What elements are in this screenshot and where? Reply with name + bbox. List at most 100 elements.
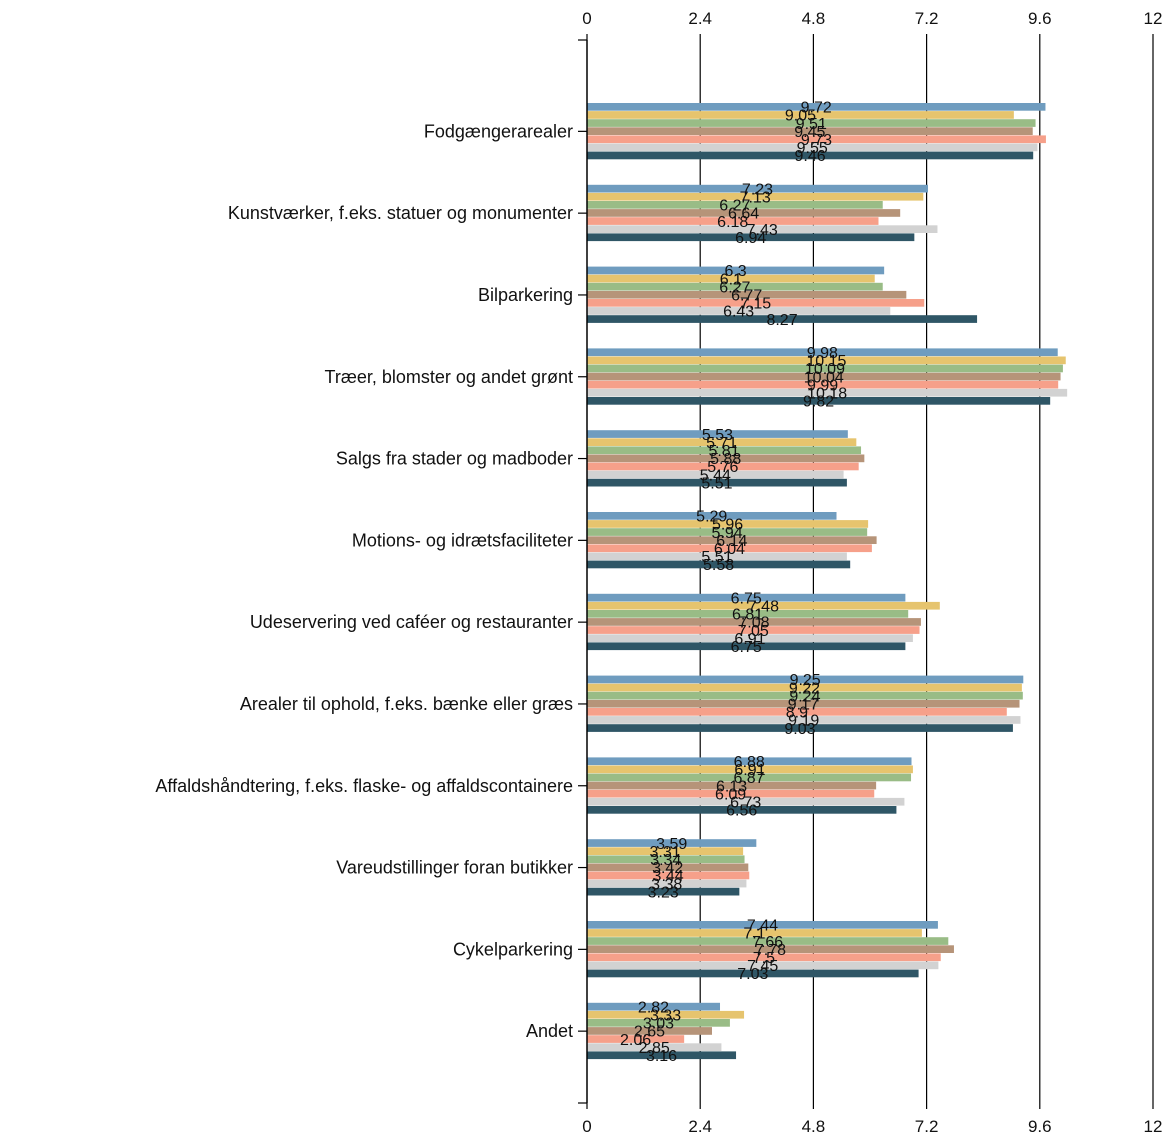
bar [587, 225, 938, 233]
bar [587, 593, 906, 602]
bar [587, 642, 906, 651]
data-label: 3.59 [656, 836, 687, 853]
category-label: Bilparkering [478, 285, 573, 305]
bar [587, 560, 851, 569]
bar [587, 953, 941, 962]
data-label: 10.09 [805, 361, 845, 378]
bar [587, 1010, 745, 1019]
bar [587, 380, 1059, 389]
data-label: 6.09 [715, 786, 746, 803]
bar [587, 266, 885, 275]
data-label: 7.45 [747, 958, 778, 975]
data-label: 7.15 [740, 296, 771, 313]
bar [587, 863, 749, 872]
bar [587, 315, 978, 323]
bar [587, 143, 1038, 152]
x-tick-label-top: 2.4 [688, 9, 712, 28]
data-label: 3.38 [651, 876, 682, 893]
bars [587, 103, 1068, 1060]
bar [587, 307, 891, 315]
bar [587, 708, 1007, 716]
bar [587, 757, 912, 766]
data-label: 6.04 [714, 541, 745, 558]
data-label: 5.71 [706, 435, 737, 452]
data-label: 3.31 [649, 844, 680, 861]
bar [587, 299, 925, 307]
data-label: 6.75 [731, 639, 762, 656]
bar [587, 282, 883, 291]
x-tick-label-bottom: 4.8 [802, 1117, 826, 1136]
x-tick-label-bottom: 9.6 [1028, 1117, 1052, 1136]
category-label: Salgs fra stader og madboder [336, 449, 573, 469]
data-labels: 9.729.059.519.459.739.559.467.237.136.27… [620, 100, 847, 1065]
bar [587, 773, 912, 782]
bar [587, 397, 1051, 405]
x-tick-label-top: 0 [582, 9, 591, 28]
x-tick-label-bottom: 7.2 [915, 1117, 939, 1136]
data-label: 7.78 [755, 942, 786, 959]
data-label: 6.3 [724, 263, 746, 280]
bar [587, 151, 1034, 160]
bar [587, 103, 1046, 111]
x-tick-label-top: 4.8 [802, 9, 826, 28]
bar [587, 1027, 712, 1035]
data-label: 7.13 [740, 189, 771, 206]
bar [587, 438, 857, 446]
data-label: 9.98 [807, 345, 838, 362]
bar [587, 675, 1024, 684]
bar [587, 430, 848, 438]
data-label: 6.43 [723, 304, 754, 321]
bar [587, 626, 920, 634]
data-label: 6.18 [717, 214, 748, 231]
category-label: Vareudstillinger foran butikker [336, 858, 573, 878]
bar [587, 1035, 685, 1043]
bar [587, 364, 1063, 373]
bar [587, 929, 922, 937]
bar [587, 691, 1023, 700]
data-label: 7.23 [742, 181, 773, 198]
bar [587, 839, 757, 847]
category-label: Udeservering ved caféer og restauranter [250, 612, 573, 632]
bar [587, 937, 949, 945]
bar [587, 528, 868, 536]
data-label: 6.91 [734, 762, 765, 779]
data-label: 5.81 [708, 443, 739, 460]
data-label: 3.16 [646, 1048, 677, 1065]
data-label: 5.44 [700, 467, 731, 484]
bar [587, 201, 883, 209]
data-label: 6.14 [716, 533, 747, 550]
bar [587, 806, 897, 814]
bar [587, 634, 913, 642]
data-label: 3.34 [650, 852, 681, 869]
bar [587, 119, 1036, 127]
bar [587, 789, 875, 798]
bar [587, 462, 859, 471]
bar [587, 847, 744, 855]
bar [587, 111, 1014, 119]
bar [587, 478, 847, 487]
category-label: Motions- og idrætsfaciliteter [352, 530, 573, 550]
data-label: 3.33 [650, 1007, 681, 1024]
bar [587, 1043, 722, 1051]
data-label: 5.51 [701, 549, 732, 566]
data-label: 6.73 [730, 794, 761, 811]
data-label: 9.19 [788, 713, 819, 730]
bar [587, 781, 877, 790]
data-label: 6.91 [734, 631, 765, 648]
category-label: Andet [526, 1021, 573, 1041]
bar [587, 1051, 737, 1060]
data-label: 9.24 [789, 688, 820, 705]
data-label: 9.72 [801, 100, 832, 117]
data-label: 9.45 [794, 124, 825, 141]
data-label: 5.53 [702, 427, 733, 444]
bar [587, 470, 844, 479]
bar [587, 945, 954, 953]
bar [587, 552, 847, 561]
bar [587, 724, 1013, 732]
bar [587, 610, 909, 618]
data-label: 7.66 [752, 934, 783, 951]
data-label: 5.51 [701, 475, 732, 492]
data-label: 7.48 [748, 598, 779, 615]
data-label: 5.58 [703, 557, 734, 574]
bar [587, 716, 1021, 724]
